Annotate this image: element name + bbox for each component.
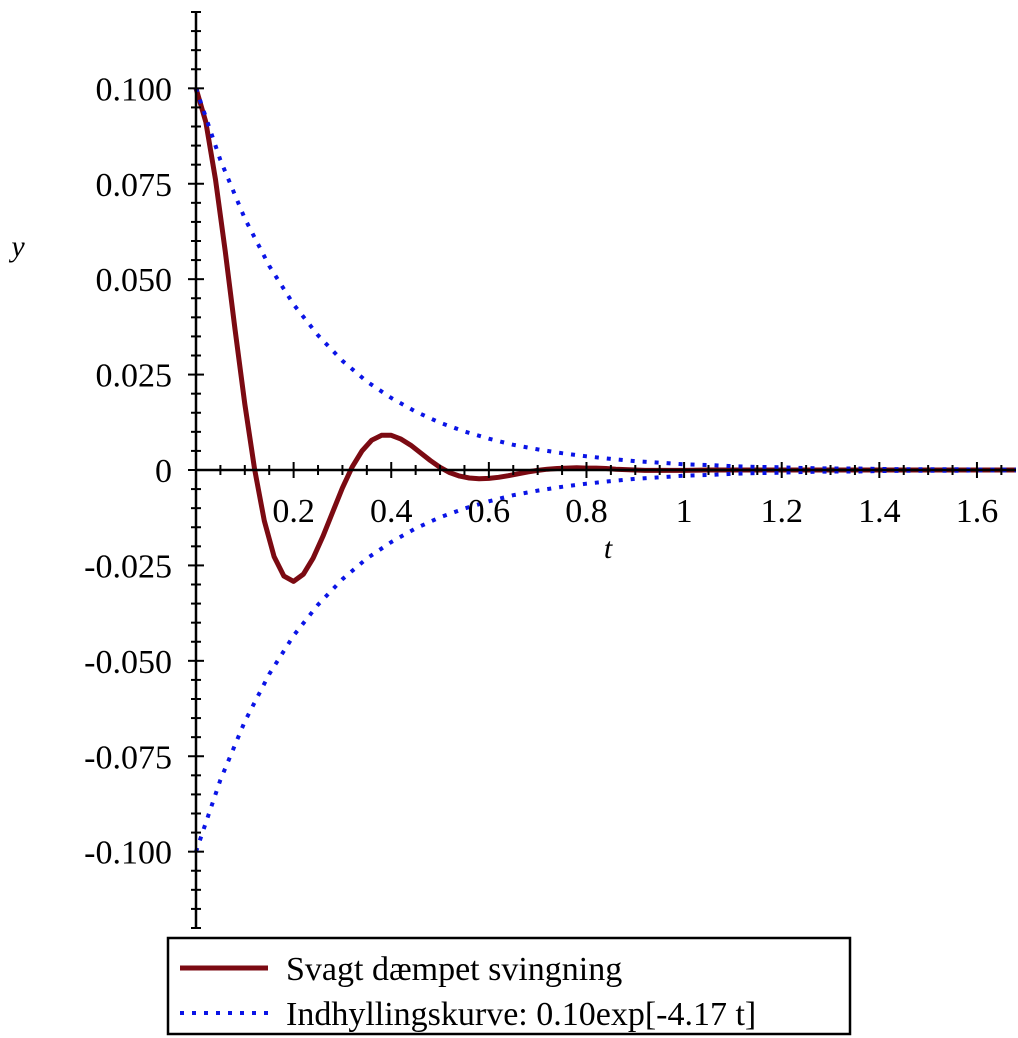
x-tick-label: 1.6 — [956, 493, 999, 530]
legend-label: Svagt dæmpet svingning — [286, 951, 622, 988]
legend-box — [166, 936, 852, 1036]
y-axis-label: y — [8, 230, 25, 263]
y-tick-label: 0.050 — [96, 262, 173, 299]
x-tick-label: 1.2 — [760, 493, 803, 530]
y-tick-label: -0.100 — [84, 835, 172, 872]
y-tick-label: 0.100 — [96, 71, 173, 108]
x-tick-label: 0.6 — [468, 493, 511, 530]
x-tick-label: 1.4 — [858, 493, 901, 530]
series-line-3 — [194, 468, 1016, 853]
x-tick-label: 1 — [676, 493, 693, 530]
y-tick-label: 0.075 — [96, 167, 173, 204]
y-tick-label: 0.025 — [96, 358, 173, 395]
legend-label: Indhyllingskurve: 0.10exp[-4.17 t] — [286, 996, 756, 1033]
x-tick-label: 0.2 — [272, 493, 315, 530]
y-tick-label: -0.075 — [84, 739, 172, 776]
series-line-2 — [194, 87, 1016, 472]
x-tick-label: 0.4 — [370, 493, 413, 530]
y-tick-label: -0.050 — [84, 644, 172, 681]
legend: Svagt dæmpet svingning Indhyllingskurve: … — [166, 936, 852, 1036]
x-tick-label: 0.8 — [565, 493, 608, 530]
y-tick-label: -0.025 — [84, 548, 172, 585]
axes: 0.2 0.4 0.6 0.8 1 1.2 1.4 1.6 0.100 0.075 0.050 0.0… — [84, 11, 1016, 929]
y-tick-label: 0 — [155, 453, 172, 490]
x-axis-label: t — [604, 532, 613, 565]
